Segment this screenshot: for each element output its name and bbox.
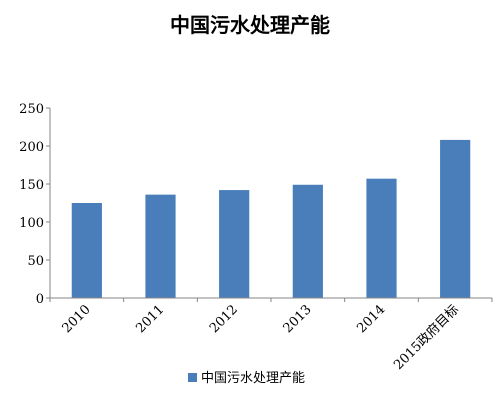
x-tick-label: 2014 [354,302,388,336]
y-axis-ticks: 0 50 100 150 200 250 [19,102,50,307]
y-tick-label: 100 [19,216,44,231]
legend-label: 中国污水处理产能 [201,371,305,386]
bar [292,184,323,298]
legend-swatch [188,373,197,382]
bar [219,190,250,298]
x-tick-label: 2012 [207,302,241,336]
bars [71,139,471,298]
x-tick-label: 2013 [281,302,315,336]
bar [440,139,471,298]
y-tick-label: 50 [27,254,44,269]
legend: 中国污水处理产能 [188,371,305,386]
x-tick-label: 2011 [133,302,167,336]
axes [49,108,493,302]
x-tick-label: 2010 [60,302,94,336]
y-tick-label: 200 [19,140,44,155]
chart-title: 中国污水处理产能 [170,13,330,37]
bar [71,203,102,298]
x-tick-label: 2015政府目标 [391,302,462,373]
y-tick-label: 0 [36,292,44,307]
y-tick-label: 250 [19,102,44,117]
y-tick-label: 150 [19,178,44,193]
bar [366,178,397,298]
x-axis-ticks: 2010 2011 2012 2013 2014 2015政府目标 [60,302,462,373]
bar [145,194,176,298]
